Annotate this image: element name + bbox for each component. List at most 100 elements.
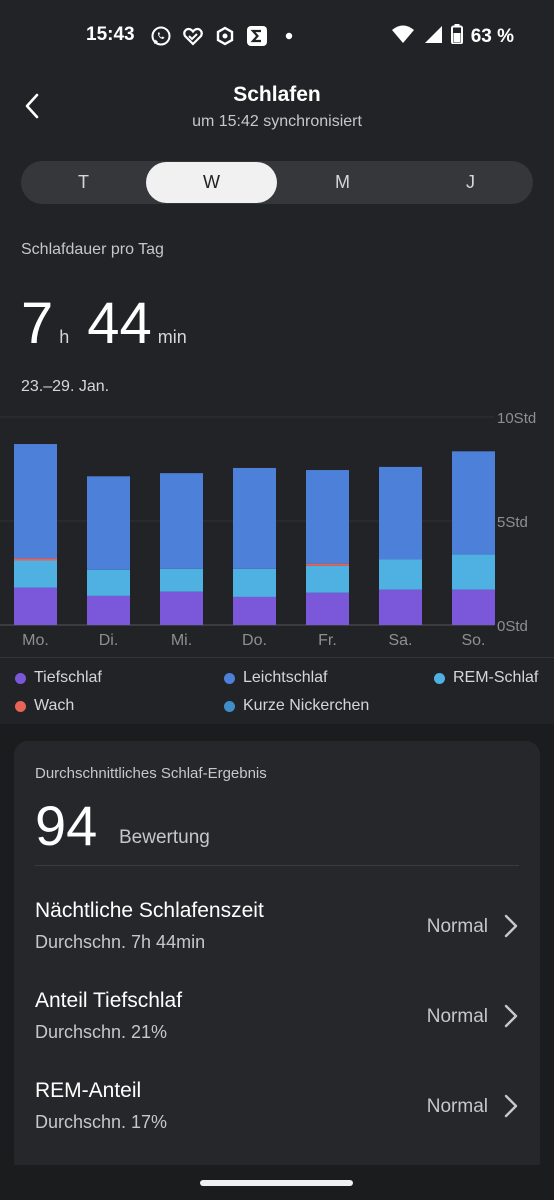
x-tick-label: Mi. <box>171 632 192 649</box>
row-status: Normal <box>426 916 488 937</box>
legend-dot <box>15 700 26 712</box>
bar-segment[interactable] <box>233 596 276 625</box>
home-gesture-bar[interactable] <box>200 1180 353 1186</box>
legend-dot <box>434 672 445 684</box>
bar-segment[interactable] <box>87 476 130 570</box>
legend-item: REM-Schlaf <box>434 669 538 687</box>
row-title: Anteil Tiefschlaf <box>35 989 183 1012</box>
y-tick-label: 0Std <box>497 618 528 635</box>
y-tick-label: 10Std <box>497 410 536 427</box>
row-subtitle: Durchschn. 7h 44min <box>35 932 206 952</box>
x-tick-label: So. <box>461 632 485 649</box>
legend-item: Kurze Nickerchen <box>224 697 369 715</box>
chart-legend: Tiefschlaf Leichtschlaf REM-Schlaf Wach … <box>0 658 554 724</box>
bar-segment[interactable] <box>87 595 130 625</box>
battery-percent: 63 % <box>470 26 514 47</box>
legend-label: Leichtschlaf <box>243 669 328 686</box>
x-tick-label: Do. <box>242 632 267 649</box>
x-tick-label: Fr. <box>318 632 337 649</box>
x-tick-label: Sa. <box>388 632 412 649</box>
sleep-bar-chart: 10Std 5Std 0Std Mo. Di. Mi. Do. Fr. Sa. So. <box>0 410 536 649</box>
bar-segment[interactable] <box>379 559 422 590</box>
page-title: Schlafen <box>233 83 321 106</box>
sync-status: um 15:42 synchronisiert <box>192 113 362 130</box>
score-label: Durchschnittliches Schlaf-Ergebnis <box>35 765 267 782</box>
legend-label: Kurze Nickerchen <box>243 697 370 714</box>
system-icons: 63 % <box>391 24 514 50</box>
bar-segment[interactable] <box>160 568 203 592</box>
page-header: Schlafen um 15:42 synchronisiert <box>0 72 554 152</box>
row-subtitle: Durchschn. 17% <box>35 1112 168 1132</box>
duration-hours: 7 <box>21 291 54 356</box>
bar-segment[interactable] <box>233 568 276 597</box>
hexagon-app-icon <box>214 25 236 47</box>
bar-segment[interactable] <box>452 554 495 590</box>
score-card: Durchschnittliches Schlaf-Ergebnis 94 Be… <box>14 741 540 1181</box>
chevron-right-icon <box>504 1004 518 1028</box>
whatsapp-icon <box>150 25 172 47</box>
row-bedtime[interactable]: Nächtliche Schlafenszeit Durchschn. 7h 4… <box>14 899 540 979</box>
wifi-icon <box>391 24 415 50</box>
score-caption: Bewertung <box>119 827 210 848</box>
status-bar: 15:43 63 % <box>0 0 554 72</box>
bar-segment[interactable] <box>452 589 495 625</box>
bar-segment[interactable] <box>14 560 57 588</box>
chevron-left-icon <box>25 93 39 119</box>
tab-day[interactable]: T <box>78 172 89 192</box>
bar-segment[interactable] <box>160 591 203 625</box>
bar-segment[interactable] <box>379 589 422 625</box>
date-range: 23.–29. Jan. <box>21 378 110 395</box>
y-tick-label: 5Std <box>497 514 528 531</box>
row-rem[interactable]: REM-Anteil Durchschn. 17% Normal <box>14 1079 540 1159</box>
tab-week[interactable]: W <box>146 162 277 203</box>
legend-dot <box>15 672 26 684</box>
row-status: Normal <box>426 1096 488 1117</box>
tab-month[interactable]: M <box>335 172 350 192</box>
bar-segment[interactable] <box>87 569 130 596</box>
legend-label: Tiefschlaf <box>34 669 102 686</box>
bar-segment[interactable] <box>233 467 276 569</box>
duration-minutes-unit: min <box>157 327 187 347</box>
bar-segment[interactable] <box>379 466 422 560</box>
bar-segment[interactable] <box>160 473 203 569</box>
back-button[interactable] <box>14 88 50 124</box>
legend-item: Leichtschlaf <box>224 669 328 687</box>
cell-signal-icon <box>423 24 443 50</box>
legend-dot <box>224 672 235 684</box>
legend-label: Wach <box>34 697 75 714</box>
bar-segment[interactable] <box>306 565 349 593</box>
battery-icon <box>450 24 463 50</box>
period-tabs: T W M J <box>21 161 533 204</box>
bar-segment[interactable] <box>306 470 349 564</box>
bar-segment[interactable] <box>306 592 349 625</box>
divider <box>35 865 519 866</box>
duration-minutes: 44 <box>87 291 152 356</box>
bar-segment[interactable] <box>14 587 57 625</box>
notification-icons <box>150 25 300 47</box>
sigma-app-icon <box>246 25 268 47</box>
row-status: Normal <box>426 1006 488 1027</box>
legend-label: REM-Schlaf <box>453 669 539 686</box>
score-value: 94 <box>35 794 98 857</box>
bar-segment[interactable] <box>306 563 349 566</box>
bar-segment[interactable] <box>14 558 57 561</box>
row-deep-sleep[interactable]: Anteil Tiefschlaf Durchschn. 21% Normal <box>14 989 540 1069</box>
status-time: 15:43 <box>86 24 135 45</box>
heart-check-icon <box>182 25 204 47</box>
divider <box>0 657 554 658</box>
sleep-chart[interactable]: 10Std 5Std 0Std Mo. Di. Mi. Do. Fr. Sa. So. <box>0 400 554 658</box>
row-title: Nächtliche Schlafenszeit <box>35 899 264 922</box>
bar-segment[interactable] <box>14 444 57 559</box>
chevron-right-icon <box>504 1094 518 1118</box>
sleep-duration: 7 h 44 min <box>21 290 205 357</box>
legend-item: Wach <box>15 697 74 715</box>
chevron-right-icon <box>504 914 518 938</box>
duration-hours-unit: h <box>59 327 70 347</box>
tab-year[interactable]: J <box>466 172 475 192</box>
system-nav-bar <box>0 1165 554 1200</box>
x-tick-label: Di. <box>99 632 119 649</box>
section-label: Schlafdauer pro Tag <box>21 241 164 258</box>
bar-segment[interactable] <box>452 451 495 555</box>
notification-dot-icon <box>278 25 300 47</box>
legend-item: Tiefschlaf <box>15 669 102 687</box>
